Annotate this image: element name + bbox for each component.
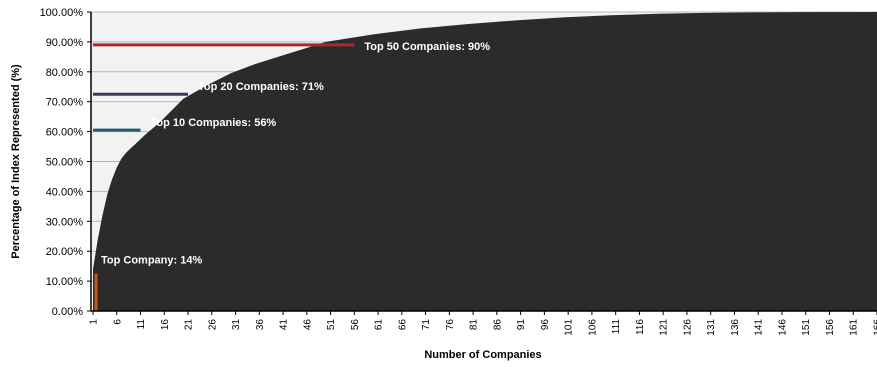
x-tick-label: 156 (825, 319, 836, 336)
x-tick-label: 51 (326, 319, 337, 331)
y-tick-label: 30.00% (46, 216, 84, 228)
area-layer (93, 12, 877, 311)
x-tick-label: 111 (611, 319, 622, 335)
x-tick-label: 101 (564, 319, 575, 336)
x-tick-label: 1 (89, 319, 100, 325)
x-tick-label: 86 (492, 319, 503, 331)
y-tick-label: 40.00% (46, 186, 84, 198)
x-tick-label: 116 (635, 319, 646, 335)
x-tick-label: 56 (350, 319, 361, 331)
y-tick-label: 80.00% (46, 67, 84, 79)
annotation-lines (93, 43, 355, 311)
x-tick-label: 36 (255, 319, 266, 331)
x-tick-label: 161 (849, 319, 860, 336)
x-tick-label: 126 (682, 319, 693, 336)
x-tick-label: 61 (374, 319, 385, 331)
x-tick-label: 136 (730, 319, 741, 336)
annotation-label: Top Company: 14% (101, 255, 202, 267)
x-tick-label: 151 (801, 319, 812, 336)
x-tick-label: 131 (706, 319, 717, 336)
x-tick-label: 76 (445, 319, 456, 331)
x-tick-label: 91 (516, 319, 527, 331)
annotation-label: Top 50 Companies: 90% (364, 41, 490, 53)
x-tick-label: 96 (540, 319, 551, 331)
y-tick-labels: 0.00% 10.00% 20.00% 30.00% 40.00% 50.00% 60.00… (40, 7, 91, 318)
x-tick-label: 121 (659, 319, 670, 336)
x-tick-labels: 1 6 11 16 21 26 31 36 41 46 51 56 61 66 71 76 81 86 91 96 10… (89, 311, 877, 336)
y-tick-label: 0.00% (52, 306, 83, 318)
annotation-label: Top 20 Companies: 71% (198, 81, 324, 93)
x-tick-label: 141 (754, 319, 765, 336)
annotation-label: Top 10 Companies: 56% (151, 117, 277, 129)
x-axis-title: Number of Companies (424, 349, 541, 361)
x-tick-label: 81 (469, 319, 480, 331)
annotation-labels: Top Company: 14% Top 10 Companies: 56% Top… (101, 41, 490, 267)
x-tick-label: 66 (397, 319, 408, 331)
y-tick-label: 20.00% (46, 246, 84, 258)
x-tick-label: 166 (873, 319, 877, 336)
x-tick-label: 11 (136, 319, 147, 330)
x-tick-label: 106 (587, 319, 598, 336)
x-tick-label: 21 (184, 319, 195, 331)
y-tick-label: 10.00% (46, 276, 84, 288)
x-tick-label: 41 (279, 319, 290, 331)
y-axis-title: Percentage of Index Represented (%) (10, 64, 22, 259)
y-tick-label: 70.00% (46, 97, 84, 109)
y-tick-label: 100.00% (40, 7, 84, 19)
x-tick-label: 26 (207, 319, 218, 331)
y-tick-label: 60.00% (46, 127, 84, 139)
x-tick-label: 46 (302, 319, 313, 331)
x-tick-label: 31 (231, 319, 242, 331)
cumulative-area (93, 12, 877, 311)
y-tick-label: 50.00% (46, 157, 84, 169)
x-tick-label: 16 (160, 319, 171, 331)
x-tick-label: 6 (112, 319, 123, 325)
y-tick-label: 90.00% (46, 37, 84, 49)
x-tick-label: 146 (777, 319, 788, 336)
x-tick-label: 71 (421, 319, 432, 331)
